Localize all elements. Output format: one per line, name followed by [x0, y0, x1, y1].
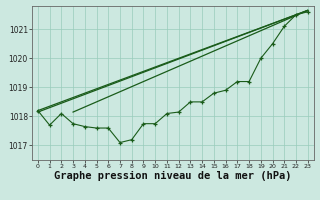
X-axis label: Graphe pression niveau de la mer (hPa): Graphe pression niveau de la mer (hPa) [54, 171, 292, 181]
